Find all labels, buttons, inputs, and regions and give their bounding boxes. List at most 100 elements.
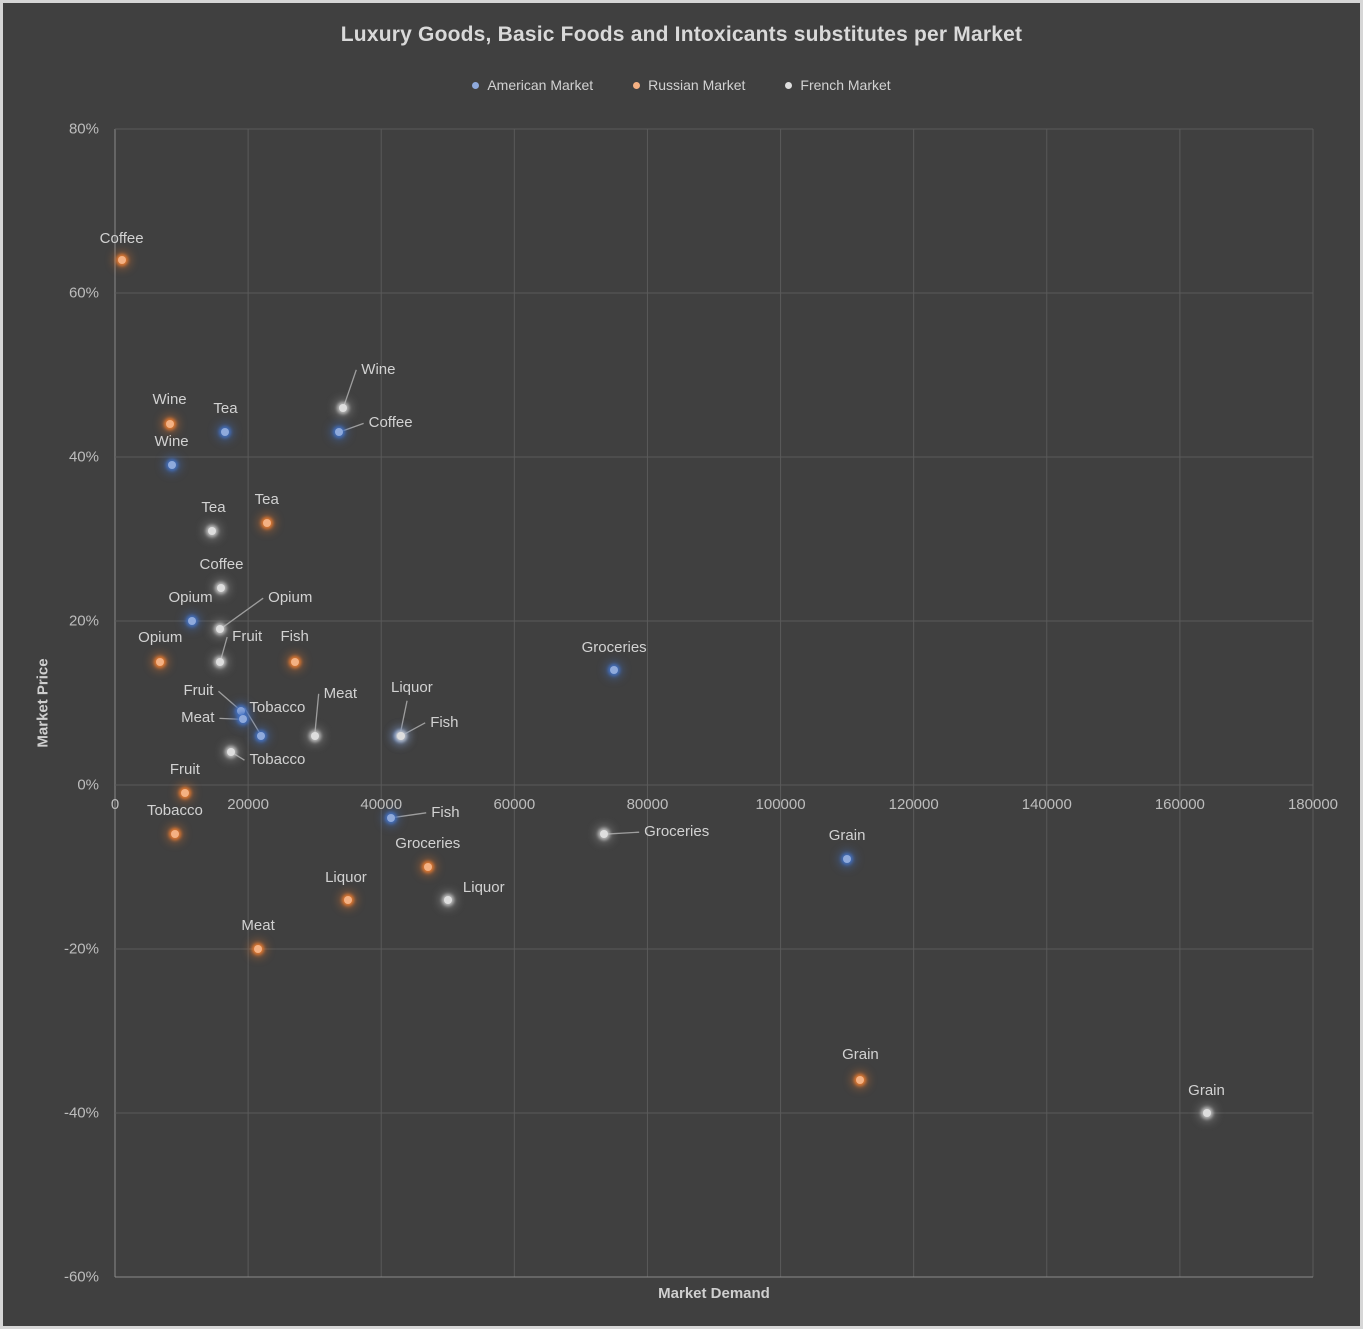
x-axis-tick-label: 80000	[626, 796, 669, 813]
data-label: Meat	[241, 917, 275, 934]
data-label: Fruit	[232, 628, 263, 645]
data-point-french-tea[interactable]	[207, 526, 216, 535]
data-point-russian-tobacco[interactable]	[170, 830, 179, 839]
legend-label: Russian Market	[648, 77, 746, 93]
data-label: Liquor	[325, 868, 367, 886]
data-label-leader	[243, 707, 262, 737]
data-point-french-opium[interactable]	[216, 625, 225, 634]
data-point-russian-meat[interactable]	[254, 945, 263, 953]
data-point-american-groceries[interactable]	[610, 666, 619, 675]
data-label: Grain	[828, 826, 866, 844]
data-label: Fish	[430, 713, 459, 731]
data-point-french-tobacco[interactable]	[227, 748, 236, 757]
data-label-leader	[391, 812, 427, 819]
x-axis-tick-label: 0	[110, 796, 120, 813]
data-label: Tobacco	[146, 802, 203, 820]
data-label: Wine	[154, 433, 189, 451]
data-label: Groceries	[644, 823, 710, 841]
data-point-american-tobacco[interactable]	[257, 731, 266, 740]
data-label-leader	[400, 722, 426, 737]
y-axis-tick-label: 60%	[68, 284, 99, 302]
data-label: Tea	[201, 498, 226, 516]
data-label: Tea	[213, 400, 238, 418]
x-axis-tick-label: 140000	[1021, 796, 1072, 813]
data-label: Wine	[152, 391, 187, 409]
data-label: Coffee	[368, 414, 413, 432]
data-label: Liquor	[390, 678, 433, 696]
data-point-russian-liquor[interactable]	[343, 895, 352, 904]
y-axis-tick-label: -20%	[63, 940, 99, 958]
data-label-leader	[219, 597, 264, 630]
data-label: Opium	[168, 589, 213, 606]
legend-marker-icon	[785, 81, 793, 89]
data-point-russian-opium[interactable]	[156, 658, 165, 666]
x-axis-tick-label: 180000	[1287, 796, 1339, 813]
data-label-leader	[219, 636, 228, 663]
data-label-leader	[342, 369, 357, 409]
x-axis-tick-label: 120000	[888, 796, 939, 813]
x-axis-tick-label: 160000	[1154, 796, 1205, 813]
data-label: Fish	[431, 803, 460, 821]
data-label-leader	[604, 831, 640, 835]
data-point-french-meat[interactable]	[310, 731, 319, 740]
data-label: Fruit	[169, 761, 200, 779]
data-point-american-fish[interactable]	[387, 813, 396, 822]
y-axis-tick-label: 80%	[68, 120, 99, 138]
data-label: Tea	[254, 490, 279, 508]
data-label: Tobacco	[249, 751, 306, 769]
data-point-american-tea[interactable]	[221, 428, 230, 437]
data-point-american-fruit[interactable]	[237, 707, 246, 716]
x-axis-tick-label: 20000	[227, 796, 269, 813]
y-axis-tick-label: 20%	[68, 612, 99, 630]
data-point-french-fruit[interactable]	[216, 658, 225, 666]
x-axis-tick-label: 100000	[755, 796, 806, 813]
data-point-russian-wine[interactable]	[165, 420, 174, 429]
data-label: Meat	[181, 709, 215, 727]
data-point-american-meat[interactable]	[239, 715, 248, 724]
data-label: Coffee	[199, 556, 244, 574]
data-point-american-opium[interactable]	[187, 617, 196, 625]
legend-item-french-market[interactable]: French Market	[785, 77, 891, 93]
data-point-russian-fruit[interactable]	[180, 789, 189, 798]
y-axis-title: Market Price	[34, 658, 52, 748]
data-label: Grain	[842, 1046, 879, 1064]
legend-marker-icon	[633, 81, 641, 89]
legend-marker-icon	[472, 81, 480, 89]
data-point-french-liquor[interactable]	[443, 895, 452, 904]
data-point-french-grain[interactable]	[1202, 1109, 1211, 1117]
y-axis-tick-label: -40%	[63, 1104, 99, 1122]
data-label: Coffee	[99, 230, 144, 248]
y-axis-tick-label: 40%	[68, 448, 99, 466]
legend-item-russian-market[interactable]: Russian Market	[633, 77, 745, 93]
x-axis-tick-label: 60000	[493, 796, 536, 813]
data-point-russian-fish[interactable]	[290, 658, 299, 666]
data-label: Tobacco	[249, 698, 306, 716]
legend-label: French Market	[800, 77, 891, 93]
data-label: Liquor	[462, 878, 505, 896]
data-point-french-coffee[interactable]	[217, 584, 226, 593]
data-point-american-coffee[interactable]	[334, 428, 343, 437]
data-point-american-grain[interactable]	[843, 854, 852, 863]
data-point-american-wine[interactable]	[167, 461, 176, 470]
data-point-french-wine[interactable]	[339, 403, 348, 412]
data-label-leader	[338, 422, 364, 434]
data-point-russian-grain[interactable]	[856, 1076, 865, 1085]
data-label-leader	[314, 693, 320, 736]
legend-label: American Market	[487, 77, 594, 93]
data-label-leader	[399, 700, 408, 736]
data-point-russian-coffee[interactable]	[117, 256, 126, 265]
x-axis-title: Market Demand	[658, 1285, 770, 1302]
data-point-french-groceries[interactable]	[600, 830, 609, 839]
y-axis-tick-label: 0%	[77, 776, 99, 794]
x-axis-tick-label: 40000	[360, 796, 403, 813]
data-point-french-fish[interactable]	[397, 731, 406, 740]
data-label: Groceries	[581, 639, 647, 657]
legend-item-american-market[interactable]: American Market	[472, 77, 593, 93]
data-label: Fish	[280, 628, 309, 645]
data-label: Fruit	[183, 682, 214, 700]
data-point-russian-tea[interactable]	[262, 518, 271, 527]
legend: American Market Russian Market French Mark…	[3, 77, 1360, 93]
data-point-russian-groceries[interactable]	[423, 863, 432, 871]
data-label: Meat	[323, 684, 358, 702]
